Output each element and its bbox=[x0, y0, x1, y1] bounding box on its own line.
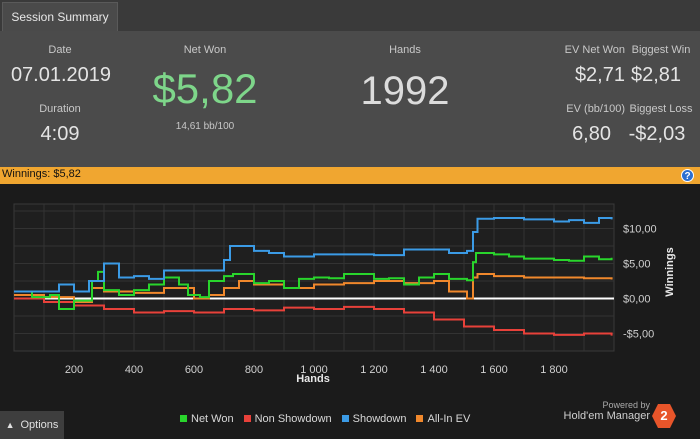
biggest-win-value: $2,81 bbox=[630, 64, 682, 86]
options-button[interactable]: ▲ Options bbox=[0, 411, 64, 439]
x-tick-label: 1 400 bbox=[420, 364, 448, 376]
x-tick-label: 1 200 bbox=[360, 364, 388, 376]
biggest-loss-label: Biggest Loss bbox=[629, 103, 693, 115]
x-axis-ticks: 200 400 600 800 1 000 1 200 1 400 1 600 1 800 bbox=[65, 364, 568, 376]
help-icon[interactable]: ? bbox=[681, 169, 694, 182]
biggest-loss-value: -$2,03 bbox=[628, 123, 686, 145]
duration-value: 4:09 bbox=[40, 123, 80, 145]
ev-bb100-value: 6,80 bbox=[572, 123, 611, 145]
net-won-value: $5,82 bbox=[152, 65, 258, 112]
series-line-showdown bbox=[14, 217, 613, 293]
x-tick-label: 600 bbox=[185, 364, 203, 376]
y-tick-label: -$5,00 bbox=[623, 329, 654, 341]
tab-session-summary[interactable]: Session Summary bbox=[2, 2, 118, 31]
hands-value: 1992 bbox=[360, 69, 450, 113]
series-line-non_showdown bbox=[14, 297, 613, 336]
chevron-up-icon: ▲ bbox=[5, 420, 15, 430]
series-line-net_won bbox=[14, 252, 613, 310]
winnings-bar: Winnings: $5,82 ? bbox=[0, 167, 700, 184]
winnings-label: Winnings: $5,82 bbox=[2, 168, 81, 180]
powered-by-product: Hold'em Manager bbox=[563, 410, 650, 422]
y-tick-label: $5,00 bbox=[623, 259, 651, 271]
x-tick-label: 800 bbox=[245, 364, 263, 376]
biggest-win-label: Biggest Win bbox=[631, 44, 691, 56]
legend-label: Showdown bbox=[352, 413, 407, 425]
legend-swatch bbox=[416, 415, 424, 422]
y-axis-ticks: $10,00 $5,00 $0,00 -$5,00 bbox=[623, 224, 657, 341]
ev-net-won-label: EV Net Won bbox=[564, 44, 625, 56]
chart-legend: Net Won Non Showdown Showdown All-In EV bbox=[180, 413, 470, 425]
summary-panel: Date 07.01.2019 Duration 4:09 Net Won $5… bbox=[0, 31, 700, 167]
powered-by-label: Powered by bbox=[602, 400, 650, 410]
winnings-chart: 200 400 600 800 1 000 1 200 1 400 1 600 1 800 $1… bbox=[13, 203, 676, 385]
x-tick-label: 1 800 bbox=[540, 364, 568, 376]
powered-by: Powered by Hold'em Manager bbox=[560, 400, 650, 422]
legend-label: Net Won bbox=[191, 413, 234, 425]
y-tick-label: $10,00 bbox=[623, 224, 657, 236]
y-axis-label: Winnings bbox=[664, 247, 676, 296]
legend-swatch bbox=[180, 415, 187, 422]
net-won-label: Net Won bbox=[183, 44, 227, 56]
date-label: Date bbox=[48, 44, 72, 56]
legend-showdown[interactable]: Showdown bbox=[341, 413, 407, 425]
legend-non-showdown[interactable]: Non Showdown bbox=[243, 413, 332, 425]
legend-allin-ev[interactable]: All-In EV bbox=[416, 413, 470, 425]
hm2-logo-icon: 2 bbox=[652, 404, 676, 428]
legend-label: Non Showdown bbox=[254, 413, 332, 425]
series-lines bbox=[14, 217, 613, 336]
net-won-bb100: 14,61 bb/100 bbox=[175, 121, 235, 132]
hands-label: Hands bbox=[389, 44, 421, 56]
tab-label: Session Summary bbox=[11, 10, 109, 24]
x-tick-label: 400 bbox=[125, 364, 143, 376]
options-label: Options bbox=[20, 419, 59, 431]
legend-net-won[interactable]: Net Won bbox=[180, 413, 234, 425]
legend-swatch bbox=[243, 415, 251, 422]
y-tick-label: $0,00 bbox=[623, 294, 651, 306]
duration-label: Duration bbox=[39, 103, 81, 115]
chart-area: 200 400 600 800 1 000 1 200 1 400 1 600 1 800 $1… bbox=[0, 184, 700, 439]
ev-net-won-value: $2,71 bbox=[574, 64, 625, 86]
x-tick-label: 1 600 bbox=[480, 364, 508, 376]
x-axis-label: Hands bbox=[296, 373, 330, 385]
x-tick-label: 1 000 bbox=[300, 364, 328, 376]
date-value: 07.01.2019 bbox=[10, 64, 112, 86]
tab-bar: Session Summary bbox=[0, 0, 700, 31]
legend-label: All-In EV bbox=[427, 413, 471, 425]
ev-bb100-label: EV (bb/100) bbox=[566, 103, 625, 115]
legend-swatch bbox=[341, 415, 349, 422]
x-tick-label: 200 bbox=[65, 364, 83, 376]
